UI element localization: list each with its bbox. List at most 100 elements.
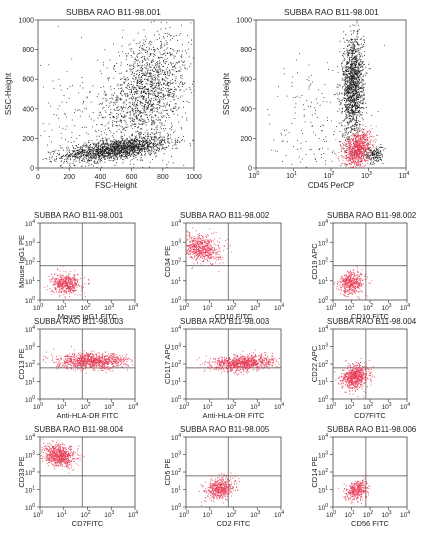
- event-dot: [357, 44, 359, 45]
- event-dot: [145, 101, 147, 103]
- event-dot: [186, 117, 187, 119]
- event-dot: [138, 96, 140, 98]
- event-dot: [90, 101, 92, 103]
- event-dot: [358, 101, 360, 103]
- event-dot: [137, 63, 138, 65]
- event-dot: [165, 61, 167, 63]
- event-dot: [121, 121, 122, 123]
- event-dot: [172, 148, 174, 149]
- event-dot: [347, 107, 349, 109]
- event-dot: [155, 85, 157, 87]
- event-dot: [341, 65, 343, 67]
- event-dot: [79, 110, 81, 112]
- event-dot: [129, 146, 131, 148]
- event-dot: [363, 133, 365, 135]
- event-dot: [71, 153, 73, 155]
- event-dot: [151, 142, 152, 144]
- event-dot: [351, 72, 353, 74]
- event-dot: [138, 53, 140, 55]
- event-dot: [67, 146, 69, 148]
- event-dot: [136, 144, 138, 146]
- event-dot: [108, 107, 110, 108]
- event-dot: [180, 56, 182, 58]
- event-dot: [346, 50, 348, 51]
- event-dot: [345, 104, 347, 106]
- event-dot: [77, 149, 79, 151]
- event-dot: [140, 119, 142, 121]
- event-dot: [131, 99, 133, 101]
- event-dot: [146, 141, 148, 143]
- event-dot: [160, 139, 162, 141]
- event-dot: [176, 109, 178, 111]
- event-dot: [353, 41, 355, 43]
- event-dot: [179, 61, 180, 63]
- event-dot: [365, 66, 367, 68]
- event-dot: [93, 148, 95, 149]
- event-dot: [153, 143, 155, 145]
- event-dot: [353, 83, 355, 85]
- event-dot: [348, 106, 350, 108]
- event-dot: [114, 65, 116, 66]
- x-tick-label: 102: [324, 171, 335, 180]
- event-dot: [357, 72, 358, 74]
- event-dot: [131, 56, 133, 58]
- event-dot: [351, 100, 353, 102]
- event-dot: [132, 151, 134, 153]
- event-dot: [340, 122, 342, 124]
- event-dot: [75, 157, 77, 158]
- event-dot: [131, 73, 133, 75]
- event-dot: [113, 145, 115, 147]
- event-dot: [351, 112, 353, 114]
- event-dot: [141, 88, 143, 90]
- event-dot: [142, 64, 144, 66]
- event-dot: [140, 120, 142, 122]
- event-dot: [358, 136, 360, 138]
- event-dot: [133, 151, 135, 153]
- event-dot: [124, 93, 126, 95]
- event-dot: [359, 111, 361, 113]
- event-dot: [99, 151, 101, 152]
- event-dot: [119, 149, 120, 151]
- event-dot: [357, 81, 359, 83]
- event-dot: [155, 149, 157, 151]
- event-dot: [120, 107, 122, 109]
- event-dot: [152, 143, 154, 145]
- event-dot: [344, 104, 346, 106]
- event-dot: [89, 148, 90, 150]
- event-dot: [151, 109, 153, 111]
- event-dot: [92, 152, 93, 154]
- event-dot: [112, 95, 114, 97]
- event-dot: [126, 56, 128, 58]
- event-dot: [87, 160, 88, 162]
- event-dot: [118, 156, 120, 157]
- event-dot: [79, 153, 80, 154]
- event-dot: [179, 70, 180, 72]
- event-dot: [157, 81, 159, 83]
- event-dot: [158, 98, 160, 100]
- event-dot: [175, 76, 177, 78]
- event-dot: [182, 61, 184, 63]
- event-dot: [120, 136, 122, 138]
- event-dot: [356, 99, 357, 101]
- event-dot: [116, 101, 118, 103]
- event-dot: [113, 139, 115, 141]
- event-dot: [162, 146, 164, 148]
- event-dot: [85, 154, 87, 156]
- event-dot: [112, 125, 114, 127]
- event-dot: [155, 78, 157, 80]
- event-dot: [151, 87, 153, 89]
- event-dot: [133, 73, 135, 74]
- event-dot: [172, 96, 173, 98]
- event-dot: [52, 80, 54, 82]
- event-dot: [345, 152, 346, 154]
- event-dot: [347, 86, 348, 88]
- event-dot: [141, 153, 142, 155]
- event-dot: [157, 65, 159, 67]
- event-dot: [350, 109, 352, 111]
- event-dot: [124, 79, 126, 80]
- y-tick-label: 600: [22, 77, 34, 84]
- event-dot: [112, 153, 114, 154]
- event-dot: [101, 166, 103, 168]
- event-dot: [155, 90, 157, 92]
- event-dot: [137, 107, 139, 109]
